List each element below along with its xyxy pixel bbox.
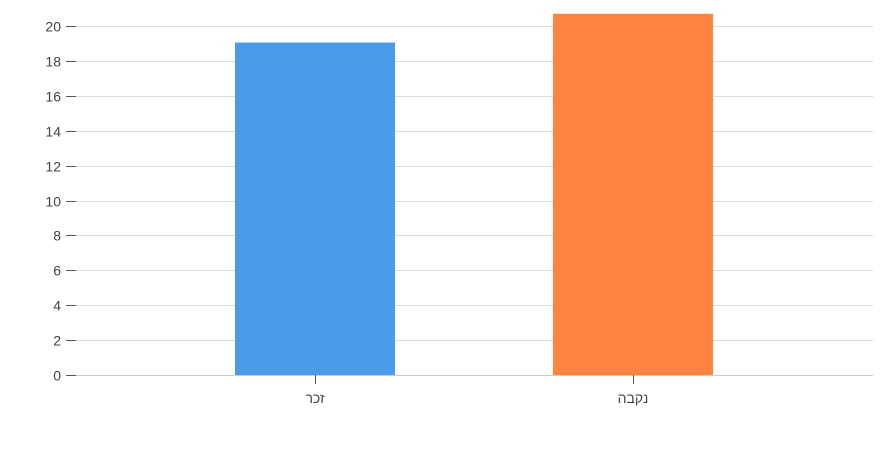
y-tick-label: 8	[53, 228, 61, 244]
y-tick-label: 14	[45, 124, 61, 140]
x-tick-label: זכר	[305, 390, 325, 406]
y-tick-label: 16	[45, 89, 61, 105]
y-tick-label: 20	[45, 19, 61, 35]
y-tick-label: 12	[45, 159, 61, 175]
y-tick-label: 2	[53, 333, 61, 349]
y-tick-label: 10	[45, 194, 61, 210]
bar	[235, 42, 395, 375]
y-tick-label: 6	[53, 263, 61, 279]
y-tick-label: 18	[45, 54, 61, 70]
bars	[235, 13, 713, 375]
bar	[553, 13, 713, 375]
y-tick-label: 4	[53, 298, 61, 314]
axes: 0 2 4 6 8 10 12 14 16 18 20 זכר נקבה	[45, 19, 873, 406]
y-tick-label: 0	[53, 368, 61, 384]
x-tick-label: נקבה	[618, 390, 649, 406]
gridlines	[76, 26, 873, 376]
